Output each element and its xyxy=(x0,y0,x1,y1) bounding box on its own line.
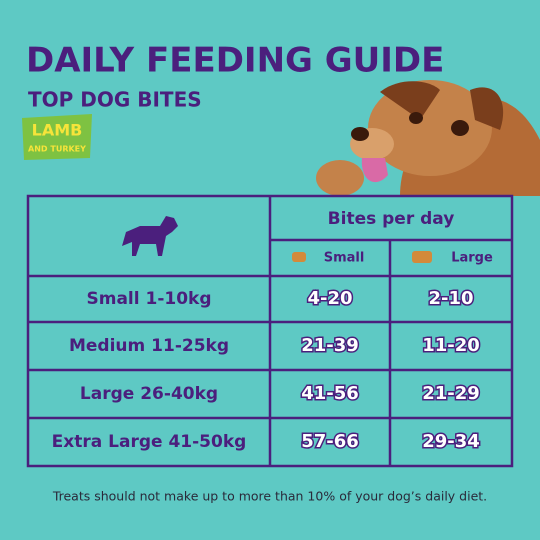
row-label: Large 26-40kg xyxy=(80,384,218,404)
biscuit-icon xyxy=(292,252,306,262)
biscuit-icon xyxy=(412,251,432,263)
column-header: Large xyxy=(451,251,493,266)
column-header: Small xyxy=(324,251,365,266)
cell-value: 29-34 xyxy=(422,431,480,452)
cell-value: 4-20 xyxy=(307,288,352,309)
cell-value: 41-56 xyxy=(301,383,359,404)
footnote: Treats should not make up to more than 1… xyxy=(52,489,487,504)
dog-icon xyxy=(122,216,178,256)
title: DAILY FEEDING GUIDE xyxy=(26,41,444,81)
badge: LAMB AND TURKEY xyxy=(22,114,92,160)
row-label: Medium 11-25kg xyxy=(69,336,229,356)
badge-line2: AND TURKEY xyxy=(28,145,86,154)
row-label: Small 1-10kg xyxy=(86,289,211,309)
badge-line1: LAMB xyxy=(32,121,83,140)
cell-value: 57-66 xyxy=(301,431,359,452)
badge-bg xyxy=(22,114,92,160)
table: Bites per day Small Large xyxy=(26,194,514,468)
cell-value: 21-29 xyxy=(422,383,480,404)
cell-value: 21-39 xyxy=(301,335,359,356)
cell-value: 2-10 xyxy=(428,288,473,309)
group-header: Bites per day xyxy=(328,209,455,229)
subtitle: TOP DOG BITES xyxy=(28,88,202,112)
dog-illustration xyxy=(316,80,540,196)
row-label: Extra Large 41-50kg xyxy=(52,432,247,452)
cell-value: 11-20 xyxy=(422,335,480,356)
